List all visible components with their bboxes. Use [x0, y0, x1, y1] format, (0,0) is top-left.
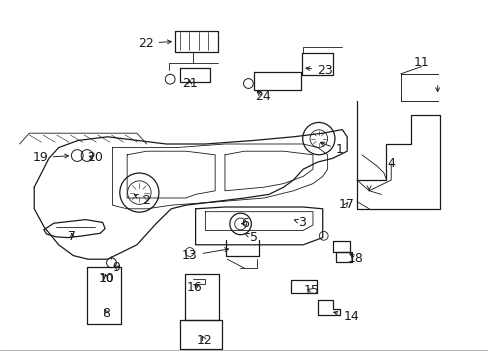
Text: 5: 5: [244, 231, 258, 244]
Text: 23: 23: [305, 64, 332, 77]
Text: 17: 17: [338, 198, 353, 211]
Text: 24: 24: [255, 90, 270, 103]
Text: 15: 15: [304, 284, 319, 297]
Text: 13: 13: [182, 248, 228, 262]
Text: 7: 7: [68, 230, 76, 243]
Text: 19: 19: [32, 151, 68, 164]
Text: 2: 2: [134, 194, 149, 207]
Text: 4: 4: [386, 157, 394, 170]
Text: 10: 10: [100, 274, 113, 284]
Text: 8: 8: [102, 307, 110, 320]
Text: 6: 6: [241, 217, 249, 230]
Text: 14: 14: [333, 310, 358, 323]
Text: 18: 18: [347, 252, 363, 265]
Text: 20: 20: [87, 151, 103, 164]
Text: 9: 9: [112, 261, 120, 274]
Text: 10: 10: [99, 273, 114, 285]
Text: 11: 11: [413, 57, 428, 69]
Text: 21: 21: [182, 77, 197, 90]
Text: 1: 1: [320, 142, 343, 156]
Text: 22: 22: [138, 37, 171, 50]
Text: 16: 16: [186, 281, 202, 294]
Text: 3: 3: [294, 216, 305, 229]
Text: 12: 12: [196, 334, 212, 347]
